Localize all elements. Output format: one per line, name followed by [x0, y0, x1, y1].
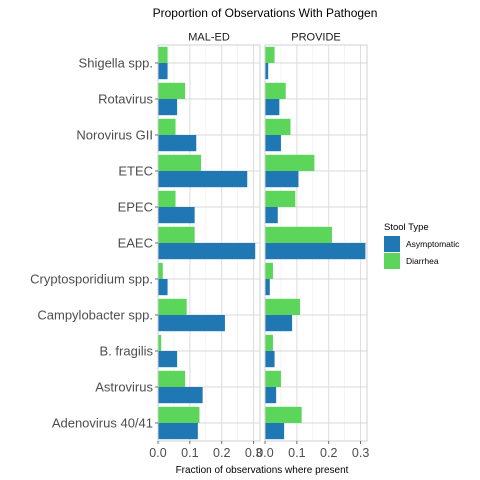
bar-asymptomatic [265, 63, 269, 80]
bar-asymptomatic [158, 243, 256, 260]
bar-asymptomatic [265, 243, 366, 260]
y-tick-label: Rotavirus [98, 92, 153, 107]
bar-asymptomatic [265, 99, 280, 116]
bar-diarrhea [265, 226, 332, 243]
x-tick-label: 0.1 [181, 446, 198, 460]
x-tick-label: 0.3 [352, 446, 369, 460]
bar-asymptomatic [265, 315, 293, 332]
bar-asymptomatic [265, 207, 278, 224]
bar-diarrhea [265, 406, 302, 423]
bar-asymptomatic [158, 207, 195, 224]
facet-strip [265, 28, 367, 45]
x-axis-title: Fraction of observations where present [176, 465, 349, 476]
bar-diarrhea [158, 298, 187, 315]
chart-title: Proportion of Observations With Pathogen [153, 6, 378, 20]
y-tick-label: B. fragilis [100, 344, 154, 359]
bar-asymptomatic [158, 279, 168, 296]
bar-diarrhea [265, 82, 286, 99]
y-tick-label: EAEC [118, 236, 153, 251]
facet-strip-label: MAL-ED [188, 32, 230, 44]
bar-asymptomatic [265, 351, 275, 368]
bar-asymptomatic [158, 135, 197, 152]
legend-key-asymptomatic [384, 236, 400, 252]
y-axis-labels: Shigella spp. Rotavirus Norovirus GII ETEC E… [30, 56, 158, 431]
y-tick-label: Adenovirus 40/41 [52, 416, 153, 431]
legend-title: Stool Type [384, 222, 429, 233]
bar-diarrhea [158, 262, 163, 279]
y-tick-label: EPEC [118, 200, 153, 215]
bar-asymptomatic [158, 387, 203, 404]
bar-diarrhea [158, 226, 195, 243]
legend-label: Diarrhea [406, 256, 439, 266]
x-tick-label: 0.2 [320, 446, 337, 460]
bar-diarrhea [158, 118, 176, 135]
bar-diarrhea [265, 154, 315, 171]
x-tick-label: 0.0 [149, 446, 166, 460]
x-axis-ticks: 0.0 0.1 0.2 0.30.0 0.1 0.2 0.3 [149, 441, 369, 460]
bar-diarrhea [265, 262, 273, 279]
bar-diarrhea [158, 334, 162, 351]
bar-diarrhea [265, 298, 301, 315]
bar-diarrhea [265, 190, 296, 207]
facet-strip [158, 28, 260, 45]
facet-strip-label: PROVIDE [291, 32, 341, 44]
y-tick-label: Norovirus GII [76, 128, 153, 143]
bar-diarrhea [158, 370, 186, 387]
panel-border [264, 44, 368, 442]
bar-asymptomatic [265, 387, 277, 404]
bar-diarrhea [158, 82, 186, 99]
x-tick-label: 0.2 [213, 446, 230, 460]
bar-asymptomatic [265, 171, 299, 188]
bar-diarrhea [158, 406, 200, 423]
bar-asymptomatic [158, 351, 178, 368]
bar-diarrhea [265, 370, 281, 387]
facet-panels: MAL-ED PROVIDE [157, 28, 368, 442]
legend-label: Asymptomatic [406, 239, 460, 249]
y-tick-label: Campylobacter spp. [37, 308, 153, 323]
y-tick-label: Astrovirus [95, 380, 153, 395]
bar-asymptomatic [265, 423, 285, 440]
bar-diarrhea [265, 46, 275, 63]
x-tick-label: 0.0 [256, 446, 273, 460]
facet-panel-mal-ed: MAL-ED [157, 28, 261, 442]
bar-asymptomatic [265, 279, 270, 296]
bar-asymptomatic [158, 315, 225, 332]
y-tick-label: Shigella spp. [79, 56, 153, 71]
y-tick-label: Cryptosporidium spp. [30, 272, 153, 287]
x-tick-label: 0.1 [288, 446, 305, 460]
legend: Stool Type Asymptomatic Diarrhea [384, 222, 460, 269]
legend-key-diarrhea [384, 253, 400, 269]
facet-panel-provide: PROVIDE [264, 28, 368, 442]
y-tick-label: ETEC [118, 164, 153, 179]
bar-asymptomatic [265, 135, 281, 152]
bar-asymptomatic [158, 423, 198, 440]
bar-diarrhea [265, 334, 273, 351]
bar-diarrhea [265, 118, 291, 135]
bar-asymptomatic [158, 99, 178, 116]
bar-diarrhea [158, 46, 168, 63]
bar-diarrhea [158, 190, 176, 207]
bar-asymptomatic [158, 171, 248, 188]
bar-diarrhea [158, 154, 202, 171]
x-tick-label: 0.3 [245, 446, 262, 460]
bar-asymptomatic [158, 63, 168, 80]
